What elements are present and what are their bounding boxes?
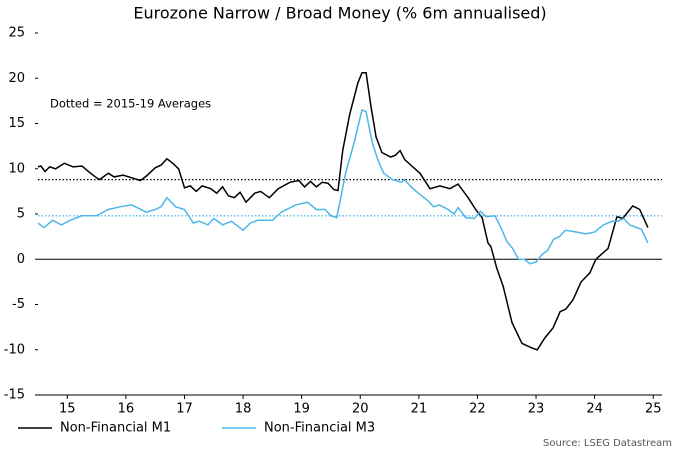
x-tick-label: 21 xyxy=(411,402,428,417)
x-tick-label: 17 xyxy=(176,402,193,417)
y-tick-label: 5 xyxy=(17,207,25,222)
x-tick-label: 23 xyxy=(528,402,545,417)
series-line xyxy=(37,72,649,351)
chart-title: Eurozone Narrow / Broad Money (% 6m annu… xyxy=(133,4,546,23)
legend-label: Non-Financial M1 xyxy=(60,421,171,436)
x-tick-label: 15 xyxy=(59,402,76,417)
y-tick-label: 20 xyxy=(8,71,25,86)
x-tick-label: 16 xyxy=(118,402,135,417)
x-tick-label: 19 xyxy=(293,402,310,417)
y-tick-label: 15 xyxy=(8,116,25,131)
x-tick-label: 20 xyxy=(352,402,369,417)
source: Source: LSEG Datastream xyxy=(543,438,672,449)
y-tick-label: -5 xyxy=(12,297,25,312)
annotation: Dotted = 2015-19 Averages xyxy=(50,97,211,111)
x-tick-label: 22 xyxy=(469,402,486,417)
x-tick-label: 18 xyxy=(235,402,252,417)
y-tick-label: -15 xyxy=(4,388,25,403)
y-tick-label: -10 xyxy=(4,342,25,357)
y-tick-label: 0 xyxy=(17,252,25,267)
x-tick-label: 24 xyxy=(586,402,603,417)
x-tick-label: 25 xyxy=(645,402,662,417)
series-line xyxy=(37,108,649,265)
legend-label: Non-Financial M3 xyxy=(264,421,375,436)
y-tick-label: 10 xyxy=(8,161,25,176)
y-tick-label: 25 xyxy=(8,26,25,41)
